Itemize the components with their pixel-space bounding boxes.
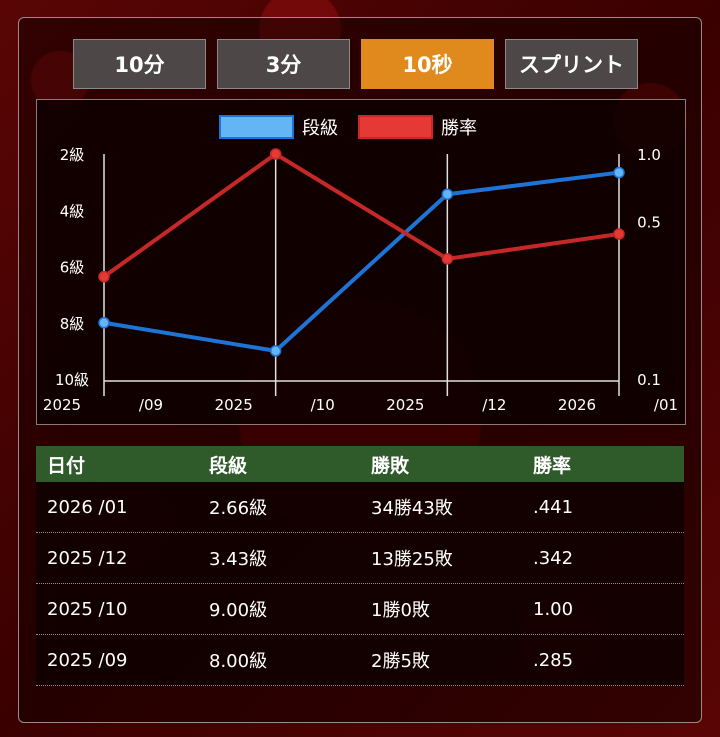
data-point [98, 270, 110, 283]
y-right-tick-label: 1.0 [637, 146, 661, 164]
cell-date: 2025 /09 [47, 649, 128, 671]
cell-record: 1勝0敗 [371, 600, 430, 621]
header-date: 日付 [47, 454, 86, 477]
table-row: 2025 /09 8.00級 2勝5敗 .285 [36, 635, 684, 686]
x-tick-label: /10 [311, 396, 335, 414]
data-point [441, 253, 454, 265]
y-left-tick-label: 10級 [55, 371, 89, 389]
cell-date: 2025 /10 [47, 598, 128, 620]
table-row: 2026 /01 2.66級 34勝43敗 .441 [36, 482, 684, 533]
x-tick-label: 2025 [215, 396, 253, 414]
cell-winrate: .441 [533, 496, 574, 518]
y-left-tick-label: 6級 [60, 259, 85, 277]
cell-winrate: .342 [533, 547, 574, 569]
tab-10min[interactable]: 10分 [73, 39, 206, 89]
x-tick-label: 2025 [43, 396, 81, 414]
cell-rank: 9.00級 [209, 600, 268, 621]
legend-label: 勝率 [441, 118, 477, 139]
time-control-tabs: 10分 3分 10秒 スプリント [73, 39, 638, 89]
cell-rank: 2.66級 [209, 498, 268, 519]
header-rank: 段級 [209, 454, 248, 477]
data-point [269, 345, 282, 357]
cell-record: 2勝5敗 [371, 651, 430, 672]
history-panel: 10分 3分 10秒 スプリント 2級 4級 6級 8級 10級 1.0 0.5 0.1 202… [18, 17, 702, 723]
cell-rank: 8.00級 [209, 651, 268, 672]
table-row: 2025 /10 9.00級 1勝0敗 1.00 [36, 584, 684, 635]
x-tick-label: /12 [482, 396, 506, 414]
data-point [98, 317, 110, 329]
series-line-rank [103, 170, 620, 353]
y-right-tick-label: 0.5 [637, 214, 661, 232]
data-point [269, 148, 282, 160]
tab-10sec[interactable]: 10秒 [361, 39, 494, 89]
cell-winrate: 1.00 [533, 598, 574, 620]
header-record: 勝敗 [371, 454, 410, 477]
tab-3min[interactable]: 3分 [217, 39, 350, 89]
x-tick-label: /09 [139, 396, 163, 414]
legend-swatch [219, 115, 294, 139]
cell-record: 13勝25敗 [371, 549, 453, 570]
cell-winrate: .285 [533, 649, 574, 671]
data-point [613, 166, 625, 179]
table-header: 日付 段級 勝敗 勝率 [36, 446, 684, 482]
y-left-tick-label: 4級 [60, 202, 85, 220]
history-table: 日付 段級 勝敗 勝率 2026 /01 2.66級 34勝43敗 .441 2… [36, 446, 684, 686]
y-left-tick-label: 2級 [60, 146, 85, 164]
tab-sprint[interactable]: スプリント [505, 39, 638, 89]
cell-date: 2026 /01 [47, 496, 128, 518]
x-tick-label: /01 [654, 396, 678, 414]
cell-date: 2025 /12 [47, 547, 128, 569]
legend-swatch [358, 115, 433, 139]
chart-svg: 2級 4級 6級 8級 10級 1.0 0.5 0.1 2025/09 2025/10 2025/1… [43, 115, 678, 414]
series-line-winrate [102, 152, 620, 279]
header-winrate: 勝率 [533, 454, 572, 477]
legend-label: 段級 [302, 118, 338, 139]
x-tick-label: 2025 [386, 396, 424, 414]
rating-chart: 2級 4級 6級 8級 10級 1.0 0.5 0.1 2025/09 2025/10 2025/1… [36, 99, 686, 425]
y-right-tick-label: 0.1 [637, 371, 661, 389]
data-point [613, 228, 625, 240]
x-tick-label: 2026 [558, 396, 596, 414]
y-left-tick-label: 8級 [60, 315, 85, 333]
cell-rank: 3.43級 [209, 549, 268, 570]
table-row: 2025 /12 3.43級 13勝25敗 .342 [36, 533, 684, 584]
cell-record: 34勝43敗 [371, 498, 453, 519]
data-point [441, 188, 454, 200]
